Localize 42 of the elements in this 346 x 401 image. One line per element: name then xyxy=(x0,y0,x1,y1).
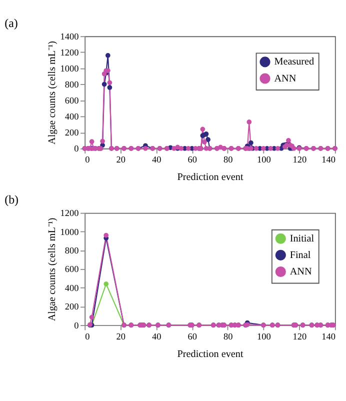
x-tick-label: 0 xyxy=(85,154,90,165)
y-tick-label: 1200 xyxy=(60,208,80,218)
legend-label: ANN xyxy=(274,73,297,84)
y-tick-label: 200 xyxy=(64,128,80,138)
chart-title: (a) xyxy=(4,16,18,30)
y-axis-title: Algae counts (cells mL⁻¹) xyxy=(46,218,58,322)
y-tick-label: 1000 xyxy=(60,63,80,74)
x-axis-title: Prediction event xyxy=(177,172,244,184)
legend-label: Final xyxy=(290,250,311,261)
y-tick-label: 800 xyxy=(64,245,80,256)
x-tick-label: 40 xyxy=(152,154,162,165)
x-tick-label: 80 xyxy=(224,154,234,165)
x-tick-label: 40 xyxy=(152,331,162,342)
y-tick-label: 1000 xyxy=(60,226,80,237)
y-tick-label: 0 xyxy=(74,144,80,154)
x-tick-label: 60 xyxy=(188,331,198,342)
x-tick-label: 20 xyxy=(116,331,126,342)
chart-title: (b) xyxy=(4,192,19,207)
y-axis-title: Algae counts (cells mL⁻¹) xyxy=(46,41,58,144)
x-tick-label: 140 xyxy=(322,331,336,342)
x-tick-label: 120 xyxy=(292,154,307,165)
x-tick-label: 60 xyxy=(188,154,198,165)
y-tick-label: 400 xyxy=(64,282,80,293)
y-tick-label: 1200 xyxy=(60,47,80,58)
y-tick-label: 800 xyxy=(64,80,80,90)
y-tick-label: 600 xyxy=(64,96,80,106)
x-tick-label: 100 xyxy=(257,331,272,342)
y-tick-label: 1400 xyxy=(60,31,80,42)
y-tick-label: 400 xyxy=(64,112,80,122)
legend-label: ANN xyxy=(290,266,312,278)
x-tick-label: 140 xyxy=(322,154,336,165)
x-tick-label: 120 xyxy=(292,331,307,342)
x-tick-label: 20 xyxy=(116,154,126,165)
x-tick-label: 80 xyxy=(224,331,234,342)
y-tick-label: 200 xyxy=(64,302,80,312)
legend-label: Initial xyxy=(290,233,314,244)
legend-label: Measured xyxy=(274,56,314,68)
y-tick-label: 600 xyxy=(64,264,80,274)
x-axis-title: Prediction event xyxy=(177,348,244,360)
y-tick-label: 0 xyxy=(74,320,80,330)
x-tick-label: 100 xyxy=(257,154,272,165)
x-tick-label: 0 xyxy=(85,331,90,342)
